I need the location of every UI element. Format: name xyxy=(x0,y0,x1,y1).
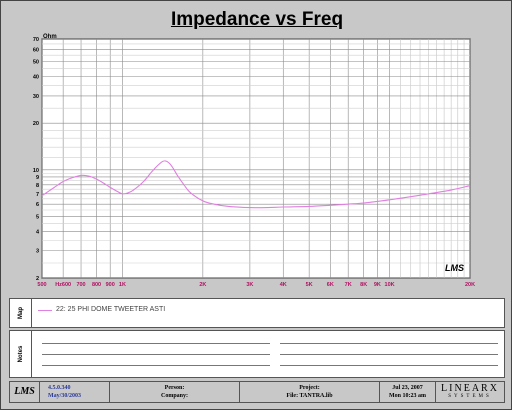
x-tick-label: 2K xyxy=(199,282,206,288)
x-tick-label: 10K xyxy=(385,282,395,288)
y-tick-label: 7 xyxy=(36,192,39,198)
footer-brand-cell: LINEARX SYSTEMS xyxy=(436,382,504,402)
brand-subtitle: SYSTEMS xyxy=(448,394,492,399)
footer-time: Mon 10:23 am xyxy=(389,393,426,399)
plot-area xyxy=(41,38,471,279)
legend-series-name: 22: 25 PHI DOME TWEETER ASTI xyxy=(56,306,166,313)
file-name: TANTRA.lib xyxy=(299,393,333,399)
lms-watermark: LMS xyxy=(445,263,464,273)
y-tick-label: 8 xyxy=(36,183,39,189)
note-line xyxy=(42,365,270,366)
y-axis-label: Ohm xyxy=(43,34,57,40)
footer-person-cell: Person: Company: xyxy=(110,382,240,402)
y-tick-label: 2 xyxy=(36,276,39,282)
legend-side-label: Map xyxy=(10,299,32,327)
note-line xyxy=(42,343,270,344)
footer-date-cell: Jul 23, 2007 Mon 10:23 am xyxy=(380,382,436,402)
footer-project-cell: Project: File: TANTRA.lib xyxy=(240,382,380,402)
footer-bar: LMS 4.5.0.340 May/30/2003 Person: Compan… xyxy=(9,381,505,403)
x-tick-label: 6K xyxy=(327,282,334,288)
chart-title: Impedance vs Freq xyxy=(170,9,344,30)
footer-version-cell: 4.5.0.340 May/30/2003 xyxy=(40,382,110,402)
y-tick-label: 70 xyxy=(33,37,39,43)
y-tick-label: 50 xyxy=(33,60,39,66)
version-date: May/30/2003 xyxy=(48,393,81,399)
version-number: 4.5.0.340 xyxy=(48,385,71,391)
y-tick-label: 10 xyxy=(33,168,39,174)
note-line xyxy=(280,365,498,366)
x-tick-label: 800 xyxy=(92,282,101,288)
y-tick-label: 60 xyxy=(33,47,39,53)
legend-panel: Map 22: 25 PHI DOME TWEETER ASTI xyxy=(9,298,505,328)
series-layer xyxy=(41,160,471,209)
notes-side-label: Notes xyxy=(10,331,32,377)
y-tick-label: 20 xyxy=(33,121,39,127)
footer-logo: LMS xyxy=(14,386,35,397)
x-tick-label: 700 xyxy=(76,282,85,288)
series-line xyxy=(41,160,471,209)
project-label: Project: xyxy=(299,385,320,391)
x-tick-label: 3K xyxy=(246,282,253,288)
x-tick-label: 4K xyxy=(280,282,287,288)
file-label: File: xyxy=(286,393,299,399)
note-line xyxy=(280,343,498,344)
y-tick-label: 4 xyxy=(36,229,40,235)
notes-panel: Notes xyxy=(9,330,505,378)
impedance-chart: 2 3 4 5 6 7 8 910 20 30 40 50 60 70 500 Hz600 700 800 900… xyxy=(33,34,475,288)
x-tick-label: 7K xyxy=(345,282,352,288)
note-line xyxy=(42,354,270,355)
y-tick-label: 9 xyxy=(36,175,39,181)
y-tick-labels: 2 3 4 5 6 7 8 910 20 30 40 50 60 70 xyxy=(33,37,40,282)
person-label: Person: xyxy=(164,385,185,391)
chart-grid xyxy=(41,38,471,279)
note-line xyxy=(280,354,498,355)
company-label: Company: xyxy=(160,393,188,399)
y-tick-label: 30 xyxy=(33,94,39,100)
footer-logo-cell: LMS xyxy=(10,382,40,402)
y-tick-label: 5 xyxy=(36,214,39,220)
y-tick-label: 3 xyxy=(36,249,39,255)
y-tick-label: 6 xyxy=(36,202,39,208)
x-tick-label: 8K xyxy=(360,282,367,288)
footer-date: Jul 23, 2007 xyxy=(392,385,423,391)
x-tick-label: Hz600 xyxy=(55,282,71,288)
x-tick-label: 9K xyxy=(374,282,381,288)
x-tick-labels: 500 Hz600 700 800 900 1K 2K 3K 4K 5K 6K 7K 8K 9K 10K 20… xyxy=(37,282,475,288)
x-tick-label: 500 xyxy=(37,282,46,288)
map-label: Map xyxy=(17,307,24,319)
x-tick-label: 5K xyxy=(306,282,313,288)
y-tick-label: 40 xyxy=(33,75,39,81)
notes-label: Notes xyxy=(17,345,24,363)
x-tick-label: 20K xyxy=(465,282,475,288)
brand-name: LINEARX xyxy=(441,383,499,394)
legend-swatch xyxy=(38,310,52,311)
x-tick-label: 1K xyxy=(119,282,126,288)
x-tick-label: 900 xyxy=(106,282,115,288)
